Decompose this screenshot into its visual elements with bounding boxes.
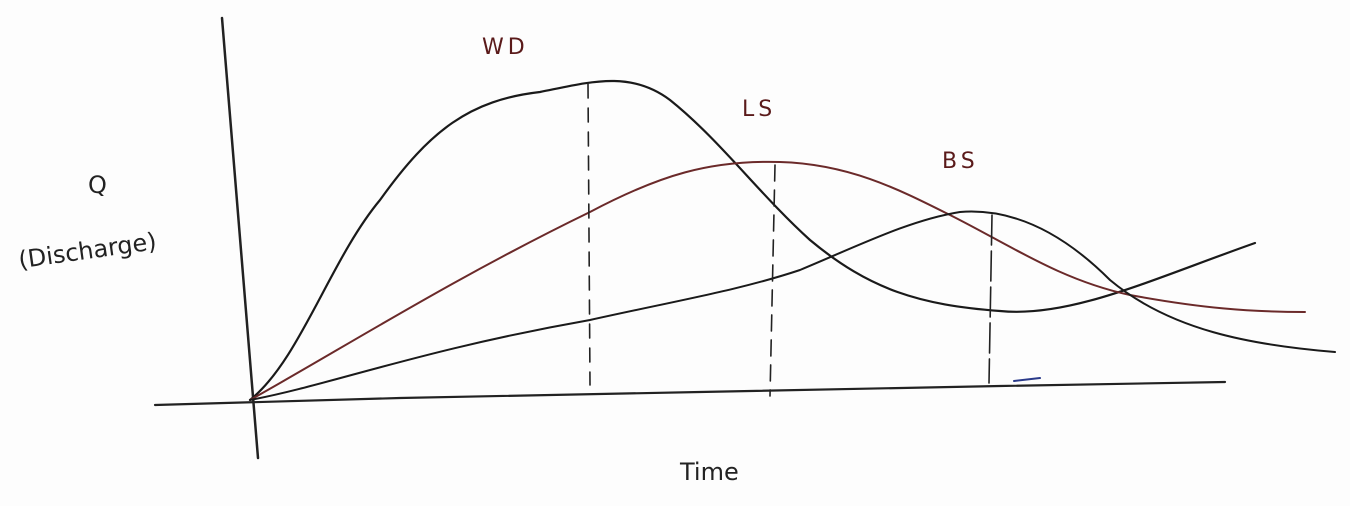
x-axis-label: Time — [679, 458, 739, 486]
pen-mark — [1014, 378, 1040, 381]
y-axis-label: (Discharge) — [17, 227, 158, 274]
wd-peak-line — [588, 84, 590, 385]
hydrograph-sketch: WD LS BS Q (Discharge) Time — [0, 0, 1350, 506]
ls-label: LS — [742, 97, 776, 122]
page: {"curve_labels": {"wd": "WD", "ls": "LS"… — [0, 0, 1350, 506]
bs-label: BS — [942, 149, 979, 174]
wd-label: WD — [482, 35, 529, 60]
y-axis-line — [222, 18, 258, 458]
wd-curve — [250, 81, 1255, 400]
y-axis-symbol: Q — [88, 171, 107, 199]
bs-peak-line — [989, 215, 992, 383]
ls-curve — [250, 162, 1305, 400]
